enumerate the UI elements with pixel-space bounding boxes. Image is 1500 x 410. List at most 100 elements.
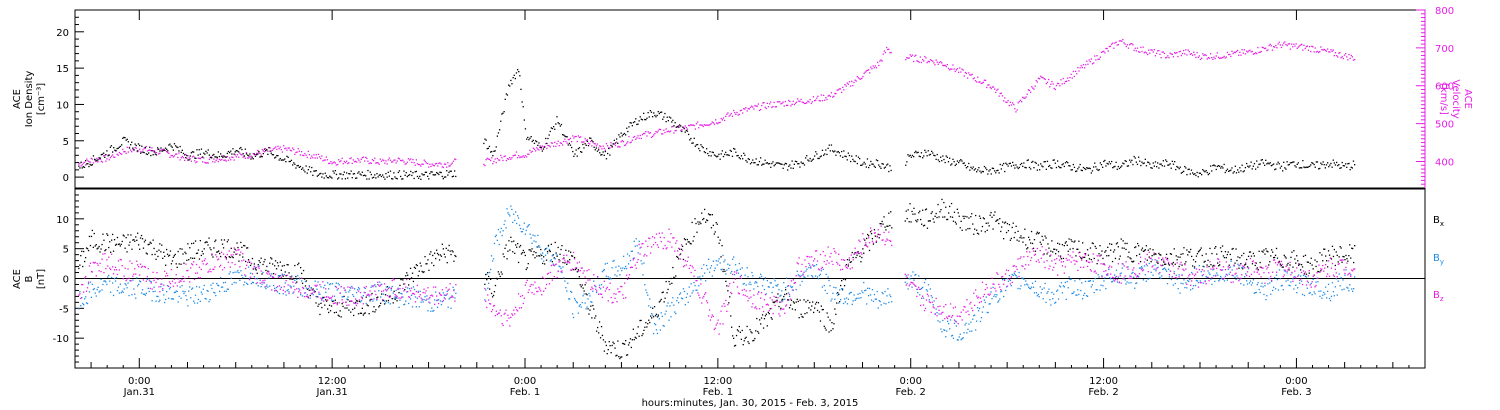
density-axis-label: ACEIon Density[cm⁻³]: [12, 71, 47, 128]
by-point: [640, 260, 642, 262]
bx-point: [1046, 253, 1048, 255]
bx-point: [1231, 248, 1233, 250]
density-point: [706, 148, 708, 150]
by-point: [581, 301, 583, 304]
by-point: [984, 301, 986, 304]
bx-point: [214, 240, 216, 243]
by-point: [1295, 284, 1297, 286]
density-point: [996, 170, 998, 172]
density-point: [910, 156, 912, 158]
bz-point: [136, 260, 138, 262]
velocity-point: [913, 60, 915, 63]
bx-point: [1001, 226, 1003, 228]
by-point: [242, 277, 244, 279]
bx-point: [333, 312, 336, 314]
density-point: [613, 139, 615, 141]
density-point: [964, 164, 966, 167]
density-point: [150, 154, 152, 157]
by-point: [1311, 294, 1313, 296]
bx-point: [196, 252, 199, 254]
by-point: [1285, 280, 1287, 282]
by-point: [810, 267, 812, 269]
density-point: [698, 147, 700, 150]
bx-point: [1193, 266, 1196, 268]
bx-point: [1030, 242, 1032, 244]
by-point: [754, 282, 756, 284]
by-point: [841, 288, 843, 290]
by-point: [488, 282, 490, 284]
density-point: [927, 150, 929, 152]
by-point: [193, 300, 195, 302]
velocity-point: [771, 106, 773, 109]
velocity-point: [545, 142, 547, 145]
velocity-point: [198, 157, 200, 159]
by-point: [1111, 280, 1114, 283]
density-point: [167, 150, 169, 152]
by-point: [692, 290, 694, 292]
bx-point: [124, 247, 126, 249]
bx-point: [428, 269, 430, 271]
bx-point: [1198, 250, 1200, 252]
velocity-point: [837, 89, 839, 91]
by-point: [127, 282, 129, 284]
density-point: [535, 140, 537, 142]
bx-point: [1252, 252, 1254, 255]
density-point: [101, 153, 104, 155]
by-point: [247, 283, 249, 285]
velocity-point: [1273, 46, 1275, 48]
by-point: [1089, 280, 1092, 282]
density-point: [185, 157, 187, 159]
bx-point: [1238, 267, 1240, 269]
bx-point: [527, 263, 529, 265]
density-point: [149, 146, 151, 148]
by-point: [157, 295, 159, 298]
velocity-point: [910, 55, 912, 57]
bx-point: [989, 214, 991, 216]
by-point: [1243, 284, 1245, 286]
by-point: [729, 264, 731, 266]
bx-point: [1210, 264, 1212, 266]
velocity-point: [1190, 53, 1193, 55]
bx-point: [629, 338, 632, 340]
by-point: [484, 299, 486, 301]
velocity-point: [931, 59, 933, 62]
by-point: [586, 306, 588, 308]
bx-point: [1286, 264, 1288, 266]
velocity-point: [1125, 45, 1127, 48]
density-point: [1269, 162, 1271, 164]
bz-point: [145, 280, 147, 282]
by-point: [517, 217, 520, 219]
velocity-point: [973, 77, 975, 79]
by-point: [124, 283, 126, 285]
bx-point: [986, 229, 988, 231]
by-point: [528, 224, 530, 226]
bx-point: [650, 315, 652, 317]
by-point: [552, 263, 554, 265]
density-point: [877, 160, 879, 162]
density-point: [699, 150, 701, 152]
by-point: [923, 281, 926, 284]
density-point: [1304, 166, 1306, 169]
bx-point: [840, 284, 842, 287]
by-point: [942, 319, 944, 322]
bx-point: [1339, 246, 1341, 248]
density-point: [841, 150, 843, 153]
bx-point: [672, 266, 674, 269]
by-point: [1298, 274, 1300, 276]
by-point: [1095, 289, 1097, 291]
by-point: [1161, 275, 1163, 277]
velocity-point: [137, 150, 140, 152]
velocity-point: [424, 160, 426, 163]
bx-point: [420, 265, 422, 267]
velocity-point: [971, 73, 973, 75]
bz-point: [157, 278, 159, 280]
bx-point: [104, 250, 106, 252]
density-point: [359, 173, 361, 175]
velocity-point: [988, 84, 990, 86]
density-point: [819, 156, 821, 158]
by-point: [997, 301, 999, 303]
density-point: [911, 154, 914, 157]
velocity-point: [415, 159, 417, 161]
bx-point: [244, 245, 246, 247]
density-point: [1232, 172, 1234, 174]
